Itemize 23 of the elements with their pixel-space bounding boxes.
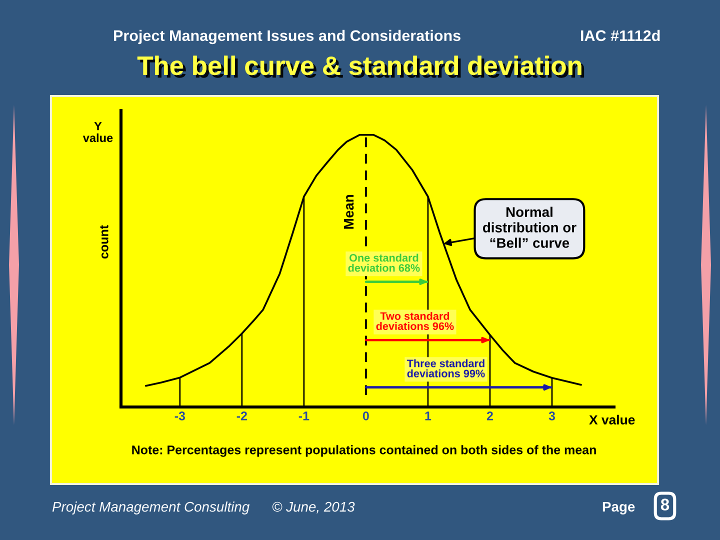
chart-subtitle: Project Management Issues and Considerations [114,30,460,44]
text: Y value [82,122,113,142]
x-tick-label: -1 [298,412,310,420]
x-tick-label: 0 [362,411,369,420]
series-label: Two standard deviations 96% [376,312,454,330]
text: Page [602,502,635,514]
x-axis-title: X value [589,414,635,425]
x-tick-label: 2 [486,411,493,420]
x-tick-label: 3 [548,411,556,420]
text: Project Management Consulting [52,502,250,514]
series-label: Three standard deviations 99% [406,359,485,378]
ref-line-label: Mean [344,194,354,229]
chart-title: The bell curve & standard deviation [137,56,584,78]
annotation: Normal distribution or “Bell” curve [482,206,576,248]
series-label: One standard deviation 68% [348,254,420,272]
y-axis-title: count [100,225,108,259]
text: © June, 2013 [272,502,355,514]
x-tick-label: -2 [236,411,247,420]
x-tick-label: -3 [174,411,186,420]
x-tick-label: 1 [425,412,432,420]
text: IAC #1112d [581,30,660,42]
text: Note: Percentages represent populations contained on both sides of the mean [132,445,596,457]
text: 8 [660,498,670,510]
